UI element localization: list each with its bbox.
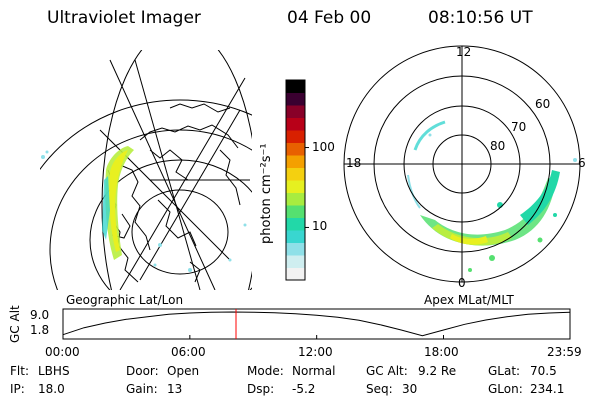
gcalt-value: 9.2 Re bbox=[418, 364, 457, 378]
timeline-ylabel: GC Alt bbox=[8, 305, 22, 343]
timeline-ytick: 9.0 bbox=[30, 308, 50, 322]
date-label: 04 Feb 00 bbox=[287, 8, 372, 28]
lat-circle bbox=[40, 99, 252, 171]
colorbar-segment bbox=[286, 242, 305, 256]
colorbar-segment bbox=[286, 130, 305, 143]
instrument-title: Ultraviolet Imager bbox=[47, 8, 201, 28]
coastline bbox=[189, 261, 201, 283]
timeline-xtick: 06:00 bbox=[171, 345, 206, 359]
mode-label: Mode: bbox=[247, 364, 284, 378]
coastline bbox=[139, 124, 239, 149]
polar-lat-80: 80 bbox=[490, 139, 506, 153]
timeline-xtick: 18:00 bbox=[424, 345, 459, 359]
meridian-line bbox=[119, 77, 246, 290]
timeline-xtick: 23:59 bbox=[547, 345, 582, 359]
polar-lat-60: 60 bbox=[535, 97, 551, 111]
colorbar-segment bbox=[286, 180, 305, 193]
colorbar-segment bbox=[286, 255, 305, 268]
geographic-map bbox=[40, 50, 252, 290]
flt-label: Flt: bbox=[10, 364, 29, 378]
colorbar-segment bbox=[286, 192, 305, 206]
map-horizon bbox=[101, 50, 252, 290]
glat-value: 70.5 bbox=[530, 364, 557, 378]
colorbar-segment bbox=[286, 217, 305, 231]
door-label: Door: bbox=[126, 364, 159, 378]
flt-value: LBHS bbox=[38, 364, 70, 378]
polar-label-12: 12 bbox=[456, 45, 472, 59]
timeline-xtick: 12:00 bbox=[298, 345, 333, 359]
colorbar-segment bbox=[286, 267, 305, 281]
colorbar-segment bbox=[286, 142, 305, 156]
coastline bbox=[157, 199, 197, 247]
gain-label: Gain: bbox=[126, 382, 158, 396]
gcalt-label: GC Alt: bbox=[366, 364, 408, 378]
dsp-label: Dsp: bbox=[247, 382, 275, 396]
polar-label-6: 6 bbox=[578, 156, 586, 170]
timeline-xtick: 00:00 bbox=[45, 345, 80, 359]
polar-label-0: 0 bbox=[458, 276, 466, 290]
meridian-line bbox=[109, 59, 216, 290]
lat-circle bbox=[131, 189, 229, 275]
colorbar-tick-label: 10 bbox=[312, 219, 328, 234]
colorbar-segment bbox=[286, 80, 305, 93]
coastline bbox=[169, 103, 231, 113]
coastline bbox=[119, 164, 151, 251]
ip-value: 18.0 bbox=[38, 382, 65, 396]
colorbar-segment bbox=[286, 155, 305, 168]
meridian-line bbox=[134, 59, 201, 290]
colorbar bbox=[285, 79, 309, 281]
timeline-frame bbox=[62, 308, 571, 340]
colorbar-segment bbox=[286, 92, 305, 106]
dsp-value: -5.2 bbox=[292, 382, 316, 396]
ip-label: IP: bbox=[10, 382, 25, 396]
gc-alt-timeline bbox=[62, 308, 571, 340]
timeline-ytick: 1.8 bbox=[30, 323, 50, 337]
colorbar-unit-label: photon cm⁻²s⁻¹ bbox=[259, 143, 274, 244]
glon-label: GLon: bbox=[488, 382, 523, 396]
colorbar-segment bbox=[286, 230, 305, 243]
apex-caption: Apex MLat/MLT bbox=[424, 293, 514, 307]
coastline bbox=[219, 149, 241, 206]
colorbar-segment bbox=[286, 105, 305, 118]
seq-label: Seq: bbox=[366, 382, 393, 396]
colorbar-segment bbox=[286, 205, 305, 218]
geographic-caption: Geographic Lat/Lon bbox=[66, 293, 184, 307]
coastline bbox=[149, 149, 189, 181]
polar-label-18: 18 bbox=[346, 156, 362, 170]
polar-lat-70: 70 bbox=[511, 120, 527, 134]
gain-value: 13 bbox=[167, 382, 183, 396]
colorbar-segment bbox=[286, 117, 305, 131]
glon-value: 234.1 bbox=[530, 382, 565, 396]
colorbar-frame bbox=[285, 79, 306, 281]
glat-label: GLat: bbox=[488, 364, 521, 378]
meridian-line bbox=[139, 109, 241, 281]
seq-value: 30 bbox=[402, 382, 418, 396]
time-label: 08:10:56 UT bbox=[428, 8, 533, 28]
door-value: Open bbox=[167, 364, 200, 378]
auroral-oval-geo bbox=[41, 146, 247, 272]
colorbar-segment bbox=[286, 167, 305, 181]
gc-alt-series-line bbox=[62, 311, 571, 337]
polar-mlat-mlt-plot bbox=[343, 45, 581, 283]
mode-value: Normal bbox=[292, 364, 336, 378]
lat-circle bbox=[89, 159, 252, 290]
colorbar-tick-label: 100 bbox=[312, 139, 335, 154]
